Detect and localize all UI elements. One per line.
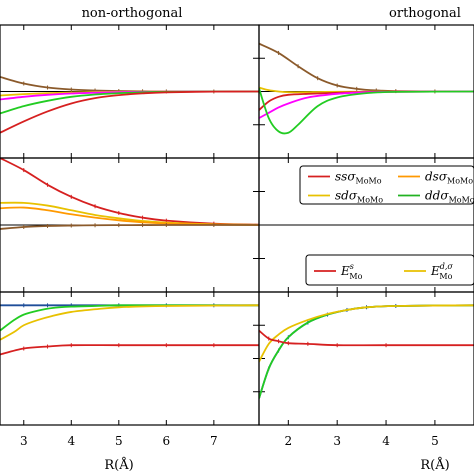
legend-entry-label: ddσMoMo (425, 189, 474, 205)
x-axis-label-right: R(Å) (420, 457, 449, 473)
x-axis-label-left: R(Å) (104, 457, 133, 473)
panel-r0-c1 (258, 24, 474, 159)
series-line (259, 329, 474, 347)
series-line (0, 344, 259, 356)
legend-entry-label: Es Mo (340, 262, 363, 281)
series-line (259, 87, 474, 135)
series-line (259, 304, 474, 363)
x-tick-label: 5 (115, 434, 123, 448)
panel-series-group (0, 303, 259, 357)
x-tick-label: 5 (431, 434, 439, 448)
legend: Es Mo Ed,σ Mo (305, 254, 474, 286)
legend: ssσMoMo dsσMoMo sdσMoMo ddσMoMo (299, 165, 474, 205)
x-tick-label: 7 (210, 434, 218, 448)
legend-entry-label: sdσMoMo (335, 189, 383, 205)
legend-entry-label: Ed,σ Mo (430, 262, 453, 281)
column-title-orthogonal: orthogonal (389, 6, 461, 21)
panel-r2-c1 (258, 291, 474, 426)
series-line (0, 224, 259, 230)
x-tick-label: 3 (333, 434, 341, 448)
series-line (0, 76, 259, 93)
panel-r2-c0 (0, 291, 260, 426)
series-line (259, 304, 474, 399)
legend-entry-label: dsσMoMo (425, 170, 473, 186)
panel-frame (258, 291, 474, 426)
series-line (0, 206, 259, 226)
legend-frame (305, 254, 474, 286)
panel-series-group (259, 303, 474, 401)
x-tick-label: 4 (382, 434, 390, 448)
x-tick-label: 2 (284, 434, 292, 448)
series-line (259, 304, 474, 399)
legend-entry-label: ssσMoMo (335, 170, 382, 186)
panel-series-group (259, 41, 474, 135)
series-line (0, 90, 259, 134)
plot-area: 3 4 5 6 7 2 3 4 5 ssσMoMo dsσMoMo sdσMoMo ddσMoMo Es M… (0, 24, 474, 448)
x-tick-label: 3 (20, 434, 28, 448)
series-line (0, 158, 259, 226)
x-tick-label: 6 (163, 434, 171, 448)
panel-series-group (0, 158, 259, 232)
legend-frame (299, 165, 474, 205)
column-title-non-orthogonal: non-orthogonal (82, 6, 183, 21)
x-tick-label: 4 (67, 434, 75, 448)
panel-r0-c0 (0, 24, 260, 159)
panel-r1-c0 (0, 157, 260, 293)
series-line (0, 304, 259, 332)
series-line (0, 304, 259, 341)
series-line (259, 90, 474, 111)
panel-series-group (0, 74, 259, 134)
series-line (259, 42, 474, 93)
panel-frame (0, 291, 260, 426)
